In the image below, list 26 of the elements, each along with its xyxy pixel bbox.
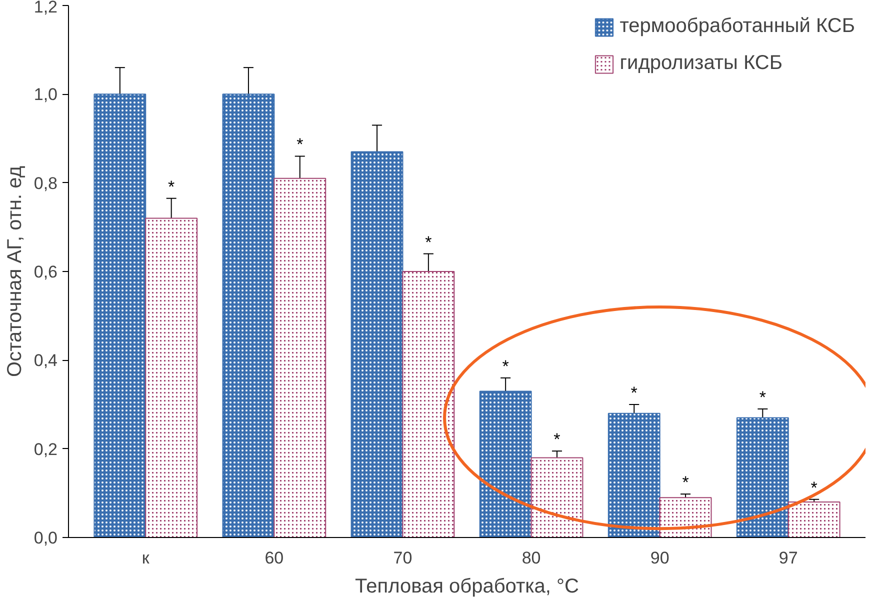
data-label: * [502,356,510,376]
x-axis-title: Тепловая обработка, °C [355,576,579,598]
y-axis-title: Остаточная АГ, отн. ед [4,166,26,377]
legend-label: гидролизаты КСБ [620,52,782,75]
y-tick-label: 1,0 [34,85,58,104]
data-label: * [168,177,176,196]
x-tick-label: к [142,548,150,568]
y-tick-label: 0,4 [34,351,58,370]
y-tick-label: 1,2 [34,0,58,16]
data-label: * [554,430,561,450]
x-tick-label: 97 [778,548,798,568]
y-tick-label: 0,0 [34,528,58,548]
data-label: * [296,135,304,154]
x-tick-label: 60 [264,548,284,568]
x-tick-label: 70 [393,548,412,568]
data-label: * [810,478,818,498]
y-tick-label: 0,8 [34,174,58,193]
data-label: * [682,473,690,492]
y-tick-label: 0,6 [34,262,58,282]
y-tick-label: 0,2 [34,440,58,459]
data-label: * [425,232,432,252]
x-tick-label: 90 [650,548,670,568]
data-label: * [759,388,766,407]
data-label: * [630,384,638,402]
legend-label: термообработанный КСБ [620,15,855,38]
x-tick-label: 80 [522,548,541,568]
